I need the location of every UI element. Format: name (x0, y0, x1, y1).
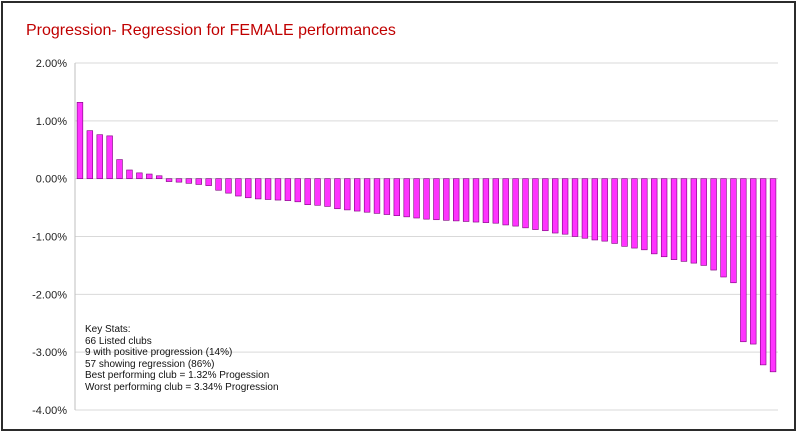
bar (660, 178, 668, 258)
y-tick-label: -2.00% (32, 289, 67, 301)
key-stats-line: 9 with positive progression (14%) (85, 347, 233, 359)
bar (245, 178, 252, 199)
bar (522, 178, 529, 229)
bar (403, 178, 410, 218)
bar (433, 178, 440, 221)
key-stats-line: 66 Listed clubs (85, 335, 152, 347)
bar (76, 102, 84, 179)
y-tick-label: -3.00% (32, 347, 67, 359)
bar (581, 178, 589, 239)
bars (76, 102, 777, 373)
bar (482, 178, 490, 223)
bar (284, 178, 292, 201)
bar (561, 178, 569, 235)
bar (116, 159, 123, 179)
bar (373, 178, 381, 214)
bar (205, 178, 212, 186)
bar (700, 178, 707, 266)
key-stats-heading: Key Stats: (85, 324, 131, 335)
bar (165, 178, 173, 182)
bar (502, 178, 509, 226)
y-tick-label: -4.00% (32, 405, 67, 417)
bar (512, 178, 519, 227)
bar (294, 178, 301, 203)
bar (769, 178, 777, 373)
bar (106, 135, 113, 179)
bar (146, 173, 153, 179)
y-tick-label: 0.00% (36, 174, 67, 186)
bar (443, 178, 450, 221)
bar (542, 178, 549, 232)
bar (601, 178, 608, 242)
bar (314, 178, 321, 206)
bar (363, 178, 371, 213)
bar (195, 178, 202, 185)
bar (126, 169, 133, 179)
bar (136, 172, 143, 179)
bar (155, 175, 163, 179)
bar (680, 178, 688, 262)
bar (750, 178, 757, 345)
bar (532, 178, 539, 230)
bar (690, 178, 698, 264)
bar (641, 178, 648, 251)
key-stats-box: Key Stats: 66 Listed clubs 9 with positi… (85, 324, 279, 394)
bar (670, 178, 678, 260)
bar (255, 178, 262, 200)
bar (631, 178, 638, 249)
bar (96, 134, 103, 179)
bar (621, 178, 628, 247)
bar (235, 178, 242, 197)
y-tick-label: 2.00% (36, 58, 67, 70)
bar (552, 178, 559, 234)
bar (175, 178, 183, 183)
bar (730, 178, 737, 284)
bar (423, 178, 430, 220)
bar (274, 178, 282, 201)
bar (304, 178, 311, 205)
bar (185, 178, 193, 184)
bar (472, 178, 480, 223)
bar (720, 178, 727, 278)
bar (264, 178, 272, 200)
bar (759, 178, 767, 366)
bar (740, 178, 747, 343)
bar (571, 178, 579, 237)
chart-title: Progression- Regression for FEMALE perfo… (26, 22, 396, 39)
bar (611, 178, 618, 244)
bar (344, 178, 351, 211)
bar (651, 178, 658, 255)
bar (492, 178, 499, 224)
y-tick-label: 1.00% (36, 116, 67, 128)
bar (413, 178, 420, 219)
key-stats-line: Best performing club = 1.32% Progession (85, 370, 270, 382)
key-stats-line: 57 showing regression (86%) (85, 358, 215, 370)
bar (383, 178, 391, 215)
y-tick-labels: 2.00% 1.00% 0.00% -1.00% -2.00% -3.00% -4.00% (32, 58, 67, 417)
bar (354, 178, 361, 212)
y-tick-label: -1.00% (32, 232, 67, 244)
bar (215, 178, 222, 191)
key-stats-line: Worst performing club = 3.34% Progressio… (85, 381, 279, 393)
bar (462, 178, 470, 222)
bar (86, 130, 94, 179)
bar (591, 178, 598, 241)
bar (710, 178, 717, 271)
bar (334, 178, 341, 210)
bar (324, 178, 331, 207)
bar (393, 178, 400, 216)
bar (453, 178, 460, 222)
bar (225, 178, 232, 194)
